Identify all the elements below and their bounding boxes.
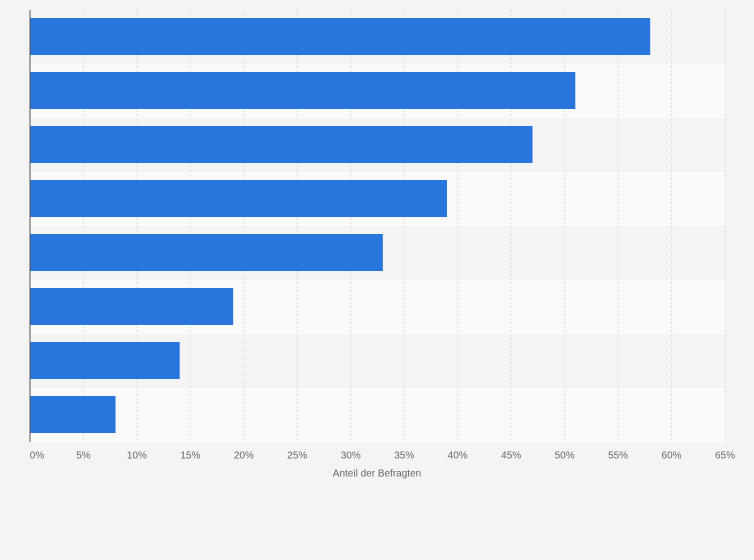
- bar: [30, 180, 447, 217]
- x-axis-label: Anteil der Befragten: [333, 469, 421, 480]
- x-tick-label: 5%: [76, 451, 91, 462]
- x-tick-label: 45%: [501, 451, 521, 462]
- x-tick-label: 50%: [555, 451, 575, 462]
- bar: [30, 126, 533, 163]
- x-tick-label: 20%: [234, 451, 254, 462]
- row-band: [30, 388, 725, 442]
- x-tick-label: 0%: [30, 451, 45, 462]
- bar: [30, 18, 651, 55]
- x-tick-label: 40%: [448, 451, 468, 462]
- bar: [30, 234, 383, 271]
- x-tick-label: 55%: [608, 451, 628, 462]
- x-tick-label: 65%: [715, 451, 735, 462]
- bar: [30, 288, 234, 325]
- bar: [30, 396, 116, 433]
- x-tick-label: 30%: [341, 451, 361, 462]
- bar: [30, 342, 180, 379]
- x-tick-label: 15%: [180, 451, 200, 462]
- x-tick-label: 60%: [662, 451, 682, 462]
- bar: [30, 72, 576, 109]
- x-tick-label: 35%: [394, 451, 414, 462]
- x-tick-label: 25%: [287, 451, 307, 462]
- x-tick-label: 10%: [127, 451, 147, 462]
